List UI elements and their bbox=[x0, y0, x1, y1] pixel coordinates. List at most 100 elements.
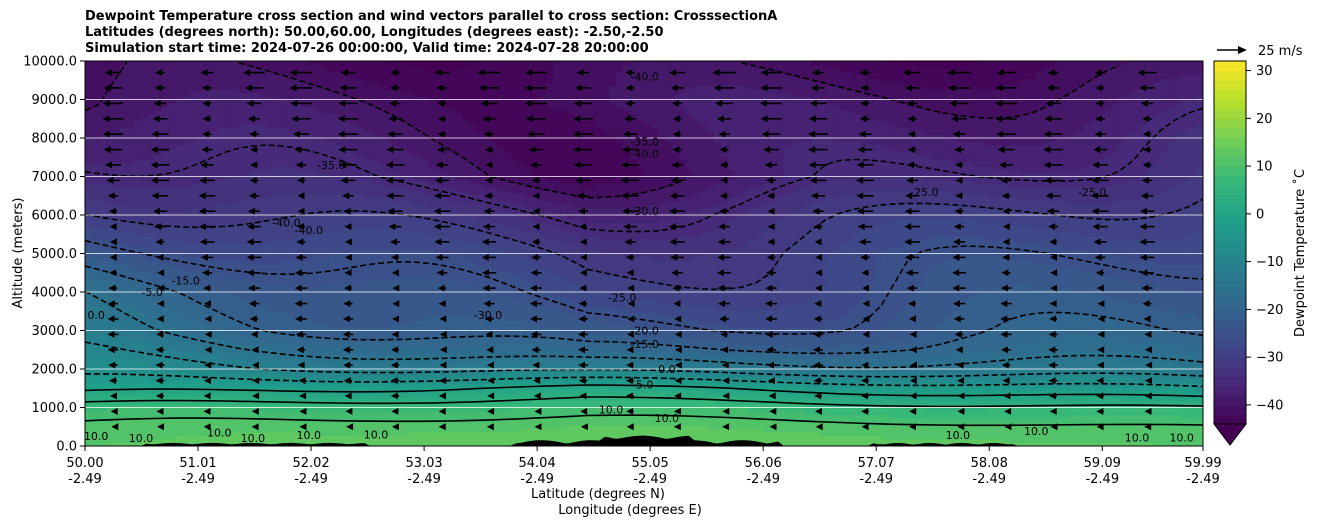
dewpoint-cell bbox=[364, 236, 373, 241]
dewpoint-cell bbox=[315, 124, 324, 129]
dewpoint-cell bbox=[357, 299, 366, 304]
dewpoint-cell bbox=[189, 85, 198, 90]
dewpoint-cell bbox=[105, 92, 114, 97]
dewpoint-cell bbox=[147, 239, 156, 244]
dewpoint-cell bbox=[133, 393, 142, 398]
dewpoint-cell bbox=[252, 306, 261, 311]
dewpoint-cell bbox=[168, 99, 177, 104]
dewpoint-cell bbox=[189, 400, 198, 405]
dewpoint-cell bbox=[196, 292, 205, 297]
dewpoint-cell bbox=[154, 201, 163, 206]
dewpoint-cell bbox=[322, 173, 331, 178]
dewpoint-cell bbox=[329, 99, 338, 104]
dewpoint-cell bbox=[322, 166, 331, 171]
dewpoint-cell bbox=[91, 313, 100, 318]
dewpoint-cell bbox=[315, 316, 324, 321]
dewpoint-cell bbox=[350, 124, 359, 129]
dewpoint-cell bbox=[182, 197, 191, 202]
dewpoint-cell bbox=[210, 295, 219, 300]
dewpoint-cell bbox=[98, 404, 107, 409]
dewpoint-cell bbox=[182, 145, 191, 150]
dewpoint-cell bbox=[91, 411, 100, 416]
dewpoint-cell bbox=[168, 124, 177, 129]
dewpoint-cell bbox=[161, 351, 170, 356]
dewpoint-cell bbox=[91, 246, 100, 251]
dewpoint-cell bbox=[161, 281, 170, 286]
dewpoint-cell bbox=[273, 271, 282, 276]
dewpoint-cell bbox=[364, 281, 373, 286]
dewpoint-cell bbox=[210, 124, 219, 129]
dewpoint-cell bbox=[266, 327, 275, 332]
dewpoint-cell bbox=[224, 400, 233, 405]
dewpoint-cell bbox=[196, 162, 205, 167]
dewpoint-cell bbox=[161, 411, 170, 416]
dewpoint-cell bbox=[119, 166, 128, 171]
dewpoint-cell bbox=[91, 169, 100, 174]
dewpoint-cell bbox=[287, 96, 296, 101]
dewpoint-cell bbox=[245, 169, 254, 174]
dewpoint-cell bbox=[308, 435, 317, 440]
dewpoint-cell bbox=[231, 341, 240, 346]
dewpoint-cell bbox=[210, 208, 219, 213]
dewpoint-cell bbox=[238, 253, 247, 258]
dewpoint-cell bbox=[392, 386, 401, 391]
dewpoint-cell bbox=[273, 148, 282, 153]
dewpoint-cell bbox=[364, 145, 373, 150]
dewpoint-cell bbox=[343, 148, 352, 153]
dewpoint-cell bbox=[196, 278, 205, 283]
dewpoint-cell bbox=[322, 225, 331, 230]
dewpoint-cell bbox=[266, 243, 275, 248]
dewpoint-cell bbox=[182, 103, 191, 108]
dewpoint-cell bbox=[266, 134, 275, 139]
dewpoint-cell bbox=[273, 285, 282, 290]
dewpoint-cell bbox=[294, 183, 303, 188]
dewpoint-cell bbox=[371, 246, 380, 251]
dewpoint-cell bbox=[280, 166, 289, 171]
dewpoint-cell bbox=[105, 372, 114, 377]
dewpoint-cell bbox=[399, 295, 408, 300]
dewpoint-cell bbox=[85, 365, 93, 370]
dewpoint-cell bbox=[371, 386, 380, 391]
dewpoint-cell bbox=[85, 337, 93, 342]
dewpoint-cell bbox=[147, 152, 156, 157]
dewpoint-cell bbox=[245, 260, 254, 265]
dewpoint-cell bbox=[98, 386, 107, 391]
dewpoint-cell bbox=[91, 75, 100, 80]
dewpoint-cell bbox=[322, 376, 331, 381]
dewpoint-cell bbox=[315, 246, 324, 251]
dewpoint-cell bbox=[315, 323, 324, 328]
dewpoint-cell bbox=[294, 124, 303, 129]
dewpoint-cell bbox=[161, 208, 170, 213]
dewpoint-cell bbox=[350, 425, 359, 430]
dewpoint-cell bbox=[91, 61, 100, 66]
dewpoint-cell bbox=[308, 246, 317, 251]
dewpoint-cell bbox=[385, 145, 394, 150]
dewpoint-cell bbox=[322, 92, 331, 97]
dewpoint-cell bbox=[392, 218, 401, 223]
dewpoint-cell bbox=[168, 383, 177, 388]
dewpoint-cell bbox=[119, 341, 128, 346]
dewpoint-cell bbox=[245, 246, 254, 251]
dewpoint-cell bbox=[189, 292, 198, 297]
dewpoint-cell bbox=[252, 106, 261, 111]
dewpoint-cell bbox=[308, 348, 317, 353]
dewpoint-cell bbox=[322, 425, 331, 430]
dewpoint-cell bbox=[392, 197, 401, 202]
dewpoint-cell bbox=[182, 439, 191, 444]
dewpoint-cell bbox=[196, 393, 205, 398]
dewpoint-cell bbox=[322, 253, 331, 258]
dewpoint-cell bbox=[245, 337, 254, 342]
dewpoint-cell bbox=[280, 134, 289, 139]
dewpoint-cell bbox=[168, 61, 177, 66]
dewpoint-cell bbox=[301, 99, 310, 104]
dewpoint-cell bbox=[203, 428, 212, 433]
dewpoint-cell bbox=[161, 372, 170, 377]
dewpoint-cell bbox=[266, 439, 275, 444]
dewpoint-cell bbox=[343, 155, 352, 160]
dewpoint-cell bbox=[273, 222, 282, 227]
dewpoint-cell bbox=[371, 323, 380, 328]
dewpoint-cell bbox=[105, 141, 114, 146]
dewpoint-cell bbox=[85, 78, 93, 83]
dewpoint-cell bbox=[343, 278, 352, 283]
dewpoint-cell bbox=[245, 435, 254, 440]
